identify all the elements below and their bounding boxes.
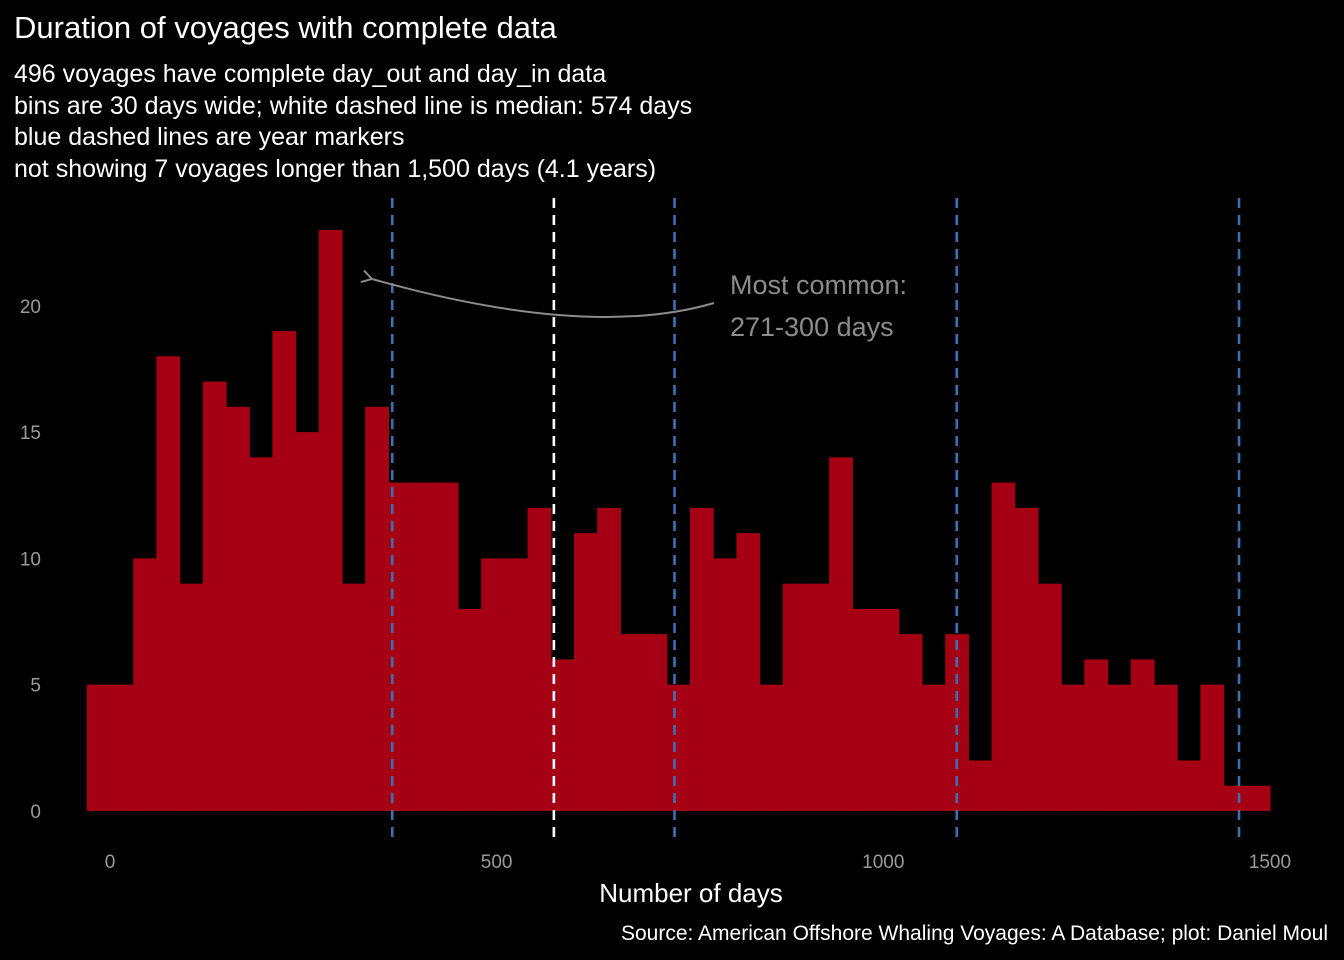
histogram-bar [829,457,853,811]
histogram-bar [1223,785,1248,811]
histogram-bar [805,583,830,811]
histogram-bar [713,558,737,811]
histogram-bar [573,533,598,811]
histogram-bar [226,406,250,811]
histogram-bar [133,558,157,811]
histogram-bar [1177,760,1201,811]
histogram-bar [388,482,413,811]
reference-lines-layer [390,198,1241,840]
histogram-bar [318,230,343,811]
subtitle-line-3: blue dashed lines are year markers [14,123,405,151]
histogram-bar [527,507,552,811]
bars-layer [86,230,1271,811]
y-axis: 0 5 10 15 20 [20,297,41,823]
histogram-bar [1107,684,1132,811]
histogram-bar [156,356,181,811]
histogram-bar [620,634,645,811]
histogram-bar [597,507,621,811]
source-caption: Source: American Offshore Whaling Voyage… [620,922,1328,945]
histogram-bar [504,558,529,811]
annotation-line-1: Most common: [730,270,907,300]
x-tick-label: 500 [481,852,513,873]
histogram-bar [550,659,575,811]
y-tick-label: 15 [20,423,41,444]
x-axis-label: Number of days [599,878,783,908]
histogram-bar [852,608,877,811]
chart-subtitle: 496 voyages have complete day_out and da… [14,59,692,185]
histogram-bar [1246,785,1271,811]
x-axis: 0 500 1000 1500 [105,852,1291,873]
histogram-bar [945,634,969,811]
x-tick-label: 1000 [862,852,904,873]
histogram-bar [921,684,946,811]
histogram-bar [1037,583,1062,811]
histogram-bar [782,583,807,811]
histogram-bar [1061,684,1085,811]
histogram-bar [295,432,320,811]
histogram-bar [875,608,900,811]
y-tick-label: 5 [30,676,41,697]
chart-title: Duration of voyages with complete data [14,10,557,45]
subtitle-line-4: not showing 7 voyages longer than 1,500 … [14,154,657,183]
histogram-bar [898,634,923,811]
y-tick-label: 0 [30,802,41,823]
histogram-bar [991,482,1016,811]
histogram-bar [365,406,389,811]
histogram-bar [457,608,482,811]
histogram-bar [86,684,111,811]
histogram-bar [179,583,204,811]
histogram-bar [1153,684,1178,811]
histogram-bar [202,381,227,811]
histogram-bar [411,482,436,811]
histogram-bar [736,533,761,811]
histogram-bar [1200,684,1225,811]
annotation-arrow [360,269,715,318]
histogram-bar [341,583,366,811]
histogram-bar [666,684,691,811]
histogram-bar [481,558,505,811]
subtitle-line-1: 496 voyages have complete day_out and da… [14,60,607,88]
histogram-bar [1014,507,1039,811]
histogram-bar [1130,659,1155,811]
annotation-line-2: 271-300 days [730,312,894,342]
subtitle-line-2: bins are 30 days wide; white dashed line… [14,91,693,120]
histogram-bar [968,760,993,811]
histogram-bar [759,684,784,811]
histogram-bar [689,507,714,811]
histogram-bar [434,482,459,811]
x-tick-label: 1500 [1249,852,1291,873]
histogram-bar [643,634,668,811]
y-tick-label: 10 [20,549,41,570]
x-tick-label: 0 [105,852,116,873]
histogram-bar [1084,659,1109,811]
histogram-bar [110,684,134,811]
histogram-bar [249,457,273,811]
histogram-bar [272,331,297,811]
y-tick-label: 20 [20,297,41,318]
